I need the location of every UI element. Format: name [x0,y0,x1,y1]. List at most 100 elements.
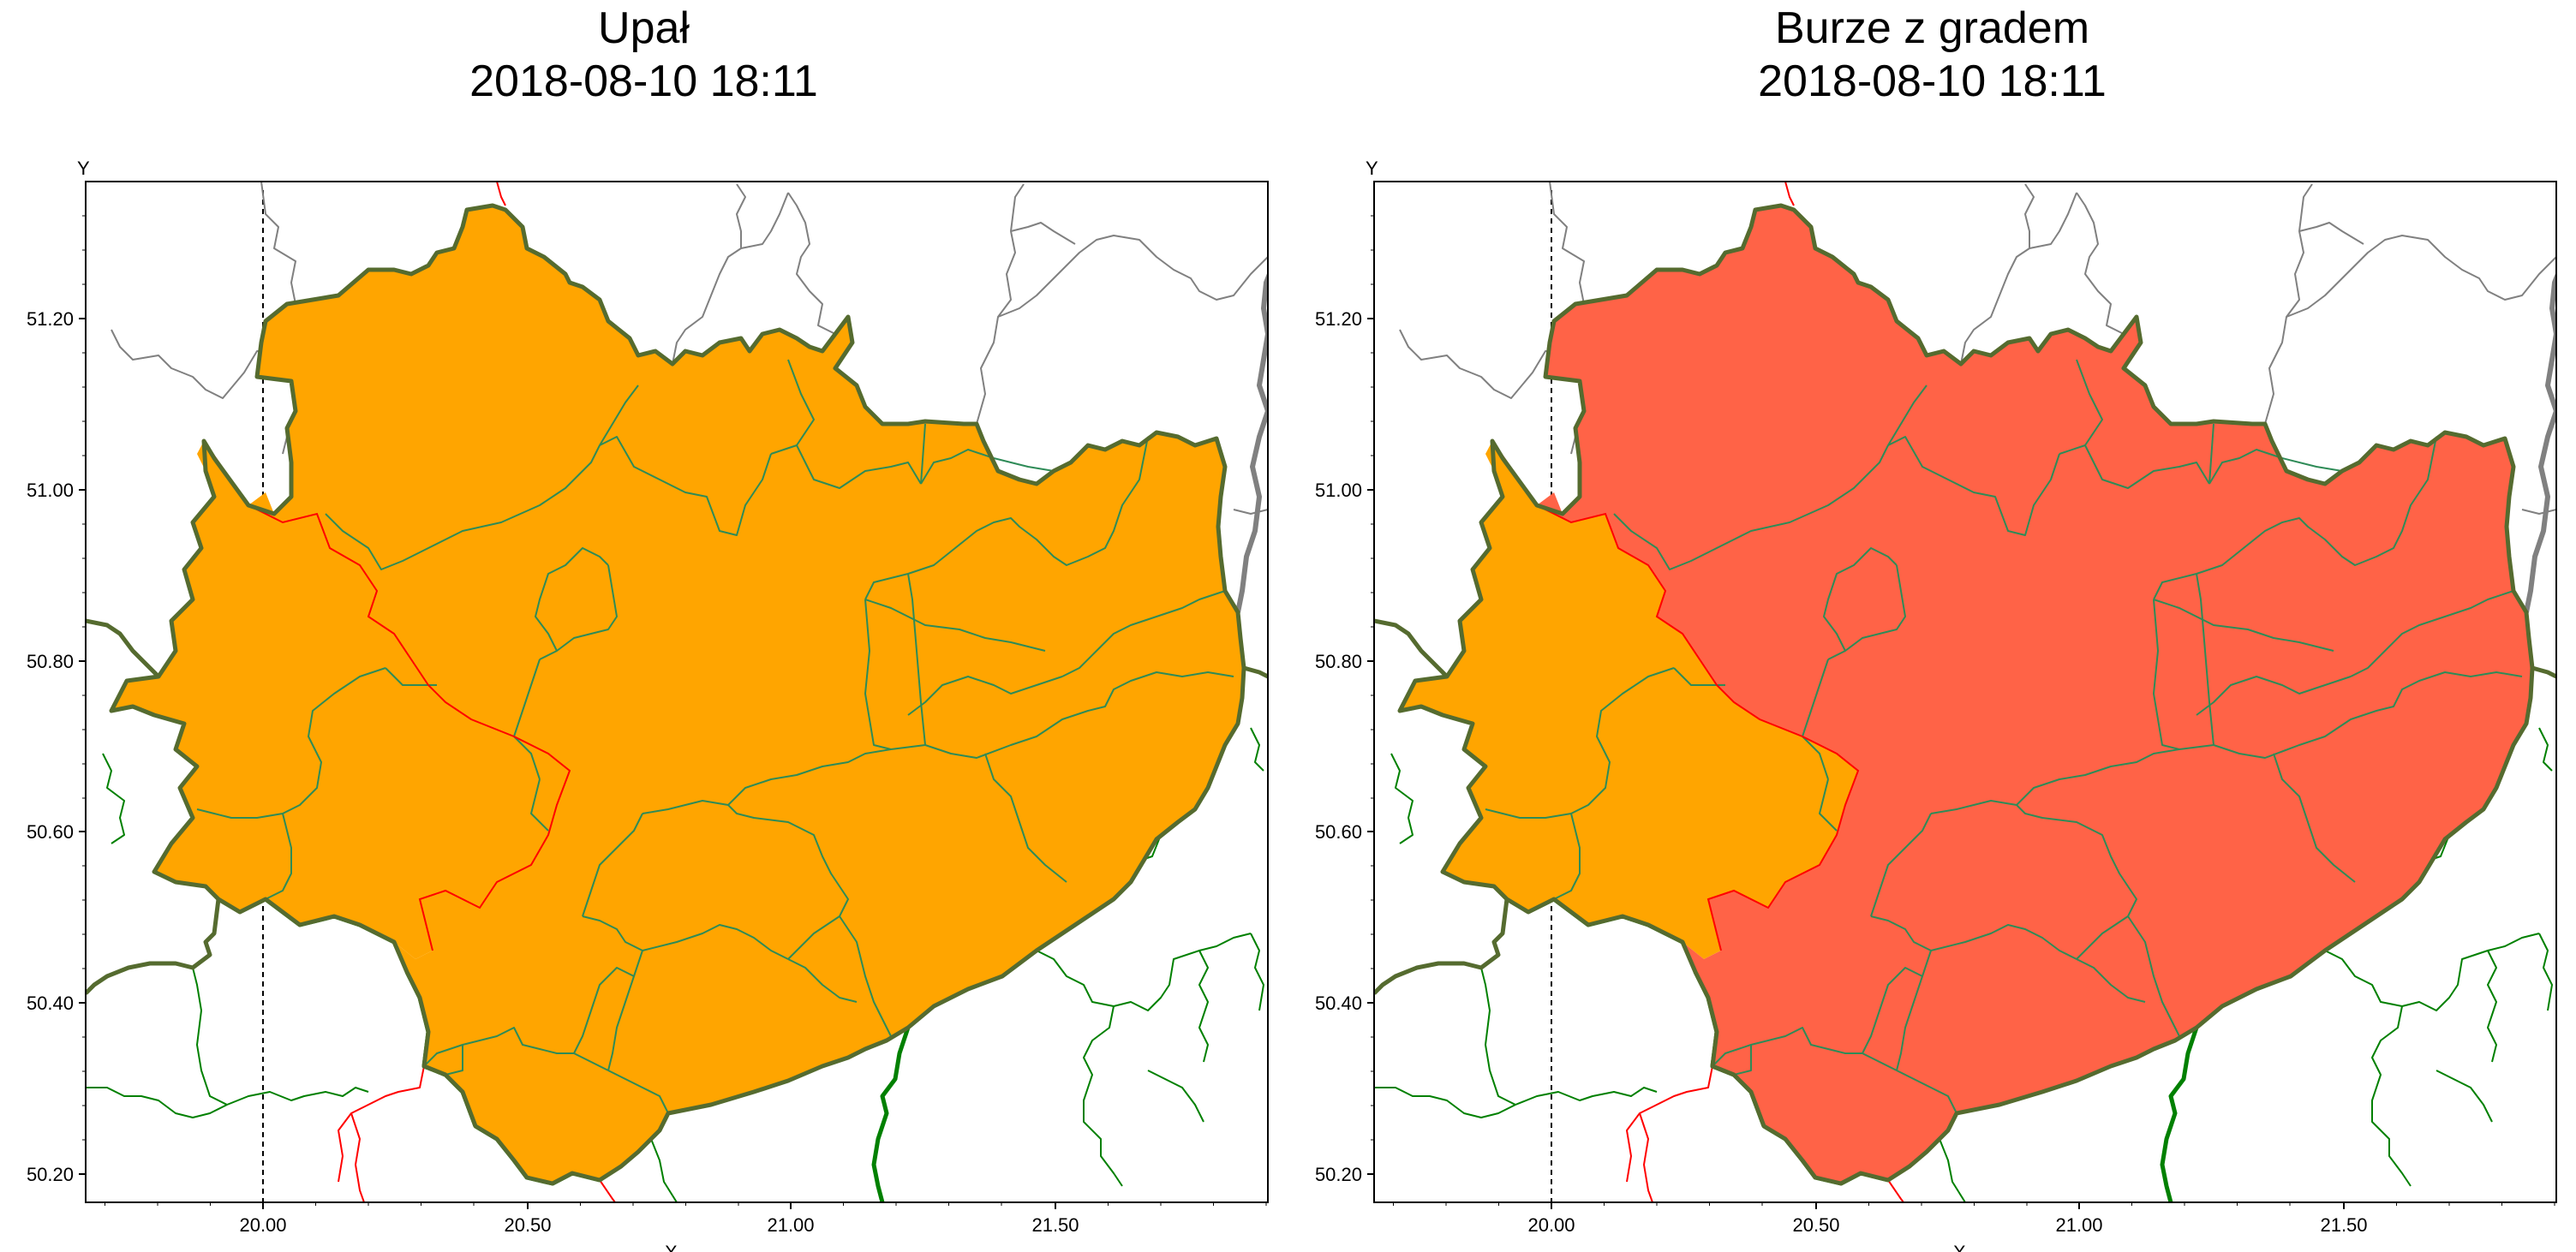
district-border [1827,564,1906,660]
district-border [727,804,849,960]
x-tick-label: 20.50 [1792,1214,1839,1236]
neighbor-border [86,898,221,995]
neighbor-border [338,1065,425,1183]
y-tick-label: 50.60 [27,821,74,843]
district-border [2059,444,2210,489]
neighbor-border [102,753,125,844]
neighbor-border [672,183,746,365]
neighbor-border [1374,898,1509,995]
district-border [1862,967,1923,1054]
neighbor-border [1235,271,1268,613]
district-border [920,423,926,485]
voivodeship-border [1397,203,2535,1186]
district-border [864,599,1046,652]
neighbor-border [2076,192,2125,335]
neighbor-border [2531,665,2556,679]
district-border [2153,436,2437,600]
district-border [787,359,815,446]
district-border [2196,676,2352,716]
district-border [573,967,635,1054]
y-tick-label: 50.60 [1315,821,1362,843]
district-border [282,667,386,814]
region-east-fill [1492,206,2532,1183]
neighbor-border [2436,1070,2493,1123]
district-border [1870,915,1932,951]
district-border [535,547,609,652]
district-border [582,813,643,917]
panel-title: Burze z gradem [1774,3,2090,53]
district-border [530,778,549,832]
x-tick-label: 21.00 [767,1214,814,1236]
neighbor-border [2324,933,2540,1011]
district-border [787,958,858,1003]
neighbor-border [2029,192,2077,249]
neighbor-border [2521,509,2556,515]
district-border [1802,659,1829,737]
neighbor-border [1374,618,1449,678]
district-border [513,736,541,780]
neighbor-border [997,235,1268,318]
x-axis-label: X [665,1242,678,1252]
map-panel-upal: Upał 2018-08-10 18:11 Y X 51.20 51.00 50.80 5… [27,3,1269,1252]
district-border [513,659,541,737]
neighbor-border [1010,222,1076,245]
district-border [2273,753,2356,883]
district-border [1887,385,1928,446]
district-border [599,436,772,536]
district-border [607,1070,669,1114]
x-tick-label: 20.00 [1527,1214,1575,1236]
district-border [599,385,639,446]
district-border [2016,804,2137,960]
neighbor-border [2538,727,2553,772]
y-tick-label: 50.40 [1315,993,1362,1014]
neighbor-border [1960,183,2035,365]
subregion-border [1491,440,1860,951]
neighbor-border [787,192,836,335]
district-border [920,449,1055,485]
neighbor-border [1939,1138,1966,1202]
district-border [984,753,1067,883]
neighbor-border [1243,665,1268,679]
map-svg: Y X 51.20 51.00 50.80 50.60 50.40 50.20 20.00 20.… [1315,158,2557,1252]
map-frame [1373,181,2557,1203]
district-border [2208,449,2343,485]
district-border [1870,813,1932,917]
neighbor-border [1374,1087,1658,1118]
district-border [1712,1027,1898,1071]
neighbor-border [350,1112,365,1202]
neighbor-border [1250,727,1264,772]
neighbor-border [1250,933,1264,1011]
district-border [265,813,292,900]
voivodeship-border [109,203,1246,1186]
neighbor-border [496,182,506,206]
district-border [607,950,643,1071]
district-border [1930,748,2180,814]
x-tick-label: 21.00 [2055,1214,2102,1236]
district-border [907,676,1063,716]
panel-timestamp: 2018-08-10 18:11 [1758,57,2107,106]
neighbor-border [1480,967,1516,1106]
neighbor-border [260,182,296,305]
x-tick-label: 21.50 [1031,1214,1079,1236]
x-tick-label: 21.50 [2320,1214,2367,1236]
y-tick-label: 50.40 [27,993,74,1014]
district-border [907,573,926,746]
subregion-border [203,440,571,951]
map-layer: Y X 51.20 51.00 50.80 50.60 50.40 50.20 20.00 20.… [1315,158,2557,1252]
district-border [2196,573,2214,746]
panel-title: Upał [598,3,690,53]
region-west-fill [111,441,570,959]
district-border [2350,590,2514,677]
district-border [1802,736,1829,780]
neighbor-border [976,183,1025,425]
y-tick-label: 50.20 [1315,1164,1362,1185]
district-border [1061,590,1226,677]
neighbor-border [1036,933,1252,1011]
x-tick-label: 20.50 [504,1214,551,1236]
neighbor-border [650,1138,678,1202]
y-tick-label: 51.00 [1315,480,1362,501]
neighbor-border [1233,509,1268,515]
y-tick-label: 51.20 [1315,308,1362,330]
district-border [1570,667,1675,814]
map-svg: Y X 51.20 51.00 50.80 50.60 50.40 50.20 20.00 20.… [27,158,1269,1252]
